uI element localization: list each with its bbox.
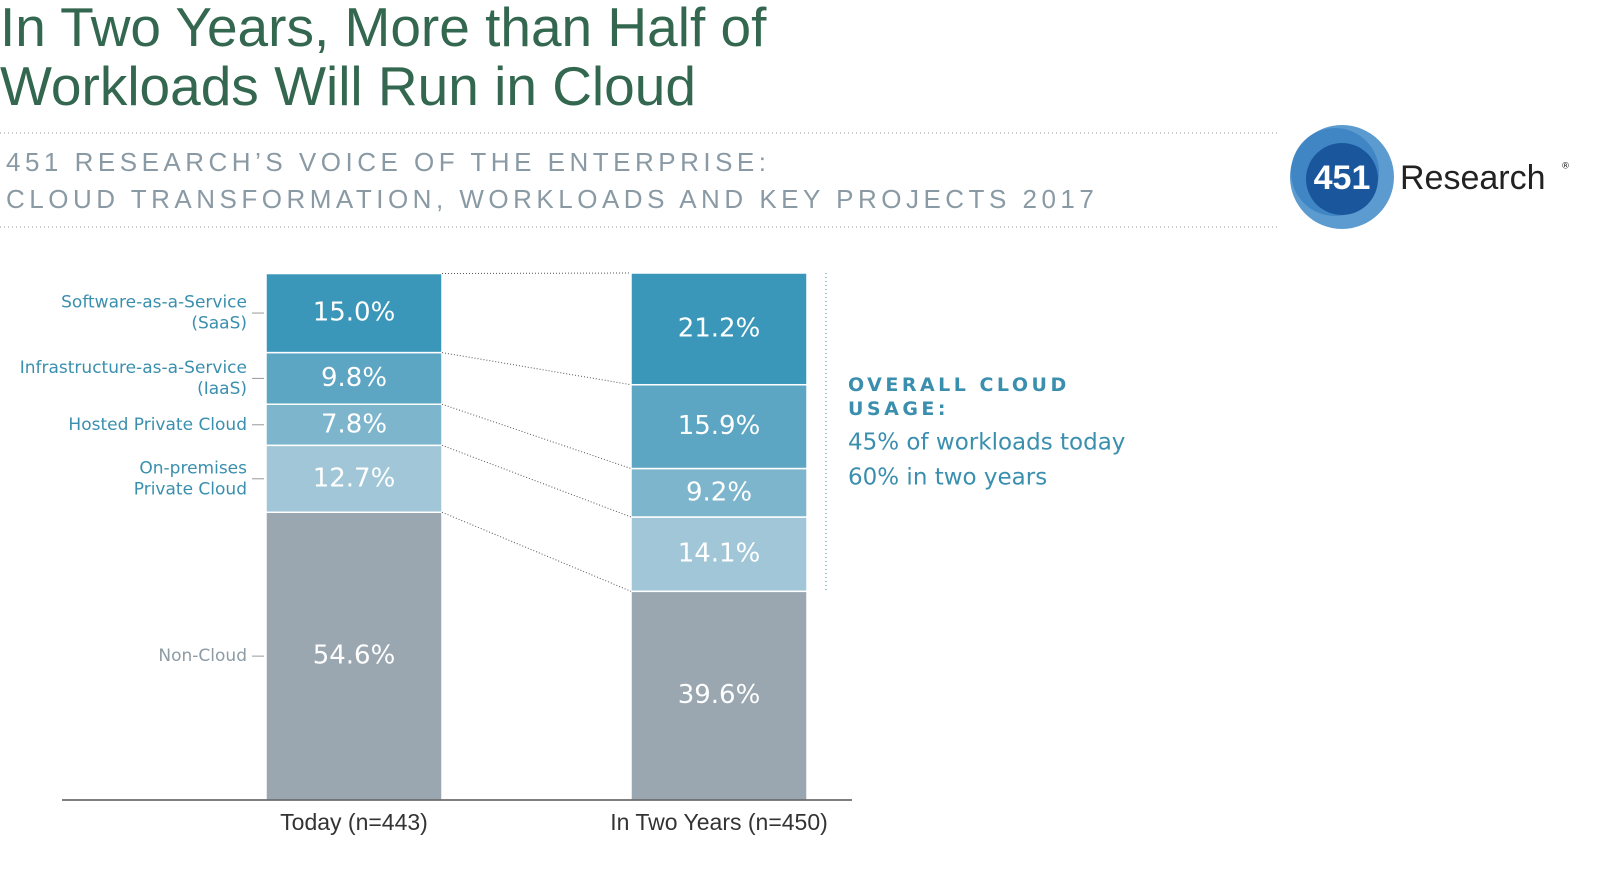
logo-number: 451 (1314, 159, 1371, 197)
connector (441, 403, 632, 469)
bar-segment (630, 516, 808, 593)
bar-segment (265, 444, 443, 514)
logo: 451 Research ® (1290, 125, 1570, 229)
chart-title: In Two Years, More than Half of Workloads… (0, 0, 767, 117)
bar-segment (265, 272, 443, 354)
value-label: 9.2% (686, 477, 752, 507)
connector (441, 444, 632, 518)
legend-label: Software-as-a-Service (SaaS) (61, 293, 247, 334)
connector (441, 352, 632, 386)
connector (441, 511, 632, 592)
x-tick-label: In Two Years (n=450) (610, 809, 828, 835)
logo-mark: ® (1561, 162, 1570, 172)
value-label: 12.7% (313, 463, 396, 493)
legend-label: Hosted Private Cloud (68, 415, 247, 435)
x-tick-label: Today (n=443) (280, 809, 428, 835)
value-label: 15.9% (678, 411, 761, 441)
value-label: 54.6% (313, 641, 396, 671)
bar-segment (630, 590, 808, 801)
legend-label: Non-Cloud (158, 646, 247, 666)
connector (441, 272, 632, 275)
annotation-line: 45% of workloads today (848, 430, 1125, 456)
value-label: 15.0% (313, 298, 396, 328)
bar-segment (265, 403, 443, 447)
value-label: 21.2% (678, 313, 761, 343)
value-label: 39.6% (678, 680, 761, 710)
legend-label: Infrastructure-as-a-Service (IaaS) (20, 358, 247, 399)
chart-subtitle: 451 RESEARCH’S VOICE OF THE ENTERPRISE: C… (6, 147, 1098, 214)
bar-segment (630, 467, 808, 518)
value-label: 14.1% (678, 539, 761, 569)
logo-name: Research (1400, 159, 1546, 197)
legend-label: On-premises Private Cloud (134, 458, 247, 499)
value-label: 9.8% (321, 363, 387, 393)
value-label: 7.8% (321, 409, 387, 439)
bar-segment (630, 272, 808, 386)
annotation-heading: OVERALL CLOUD USAGE: (848, 374, 1070, 420)
annotation-line: 60% in two years (848, 465, 1047, 491)
bar-segment (630, 383, 808, 470)
logo-core (1306, 143, 1378, 215)
